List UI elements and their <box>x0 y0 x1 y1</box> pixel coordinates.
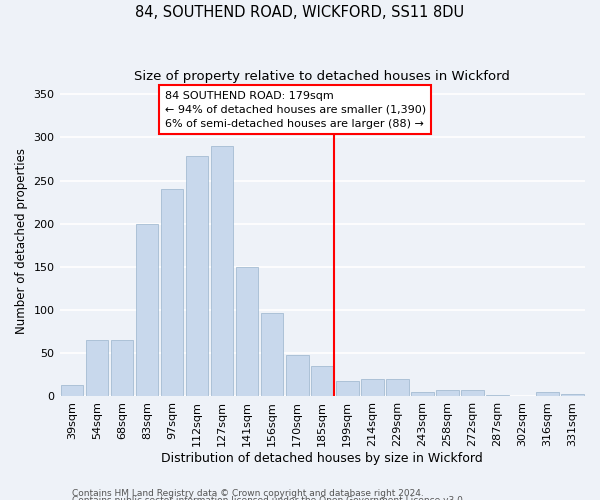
Bar <box>461 390 484 396</box>
Text: Contains HM Land Registry data © Crown copyright and database right 2024.: Contains HM Land Registry data © Crown c… <box>72 488 424 498</box>
Bar <box>436 390 458 396</box>
Bar <box>86 340 109 396</box>
Title: Size of property relative to detached houses in Wickford: Size of property relative to detached ho… <box>134 70 510 83</box>
Bar <box>186 156 208 396</box>
Bar <box>486 394 509 396</box>
Y-axis label: Number of detached properties: Number of detached properties <box>15 148 28 334</box>
Bar <box>361 379 383 396</box>
Text: 84 SOUTHEND ROAD: 179sqm
← 94% of detached houses are smaller (1,390)
6% of semi: 84 SOUTHEND ROAD: 179sqm ← 94% of detach… <box>164 90 426 128</box>
Bar <box>336 381 359 396</box>
Bar <box>411 392 434 396</box>
Bar <box>136 224 158 396</box>
Bar <box>111 340 133 396</box>
Bar <box>311 366 334 396</box>
Bar <box>536 392 559 396</box>
Bar <box>261 312 283 396</box>
Text: Contains public sector information licensed under the Open Government Licence v3: Contains public sector information licen… <box>72 496 466 500</box>
Bar <box>386 379 409 396</box>
Bar <box>561 394 584 396</box>
X-axis label: Distribution of detached houses by size in Wickford: Distribution of detached houses by size … <box>161 452 483 465</box>
Bar <box>61 385 83 396</box>
Text: 84, SOUTHEND ROAD, WICKFORD, SS11 8DU: 84, SOUTHEND ROAD, WICKFORD, SS11 8DU <box>136 5 464 20</box>
Bar <box>236 267 259 396</box>
Bar <box>161 189 184 396</box>
Bar <box>286 355 308 397</box>
Bar <box>211 146 233 397</box>
